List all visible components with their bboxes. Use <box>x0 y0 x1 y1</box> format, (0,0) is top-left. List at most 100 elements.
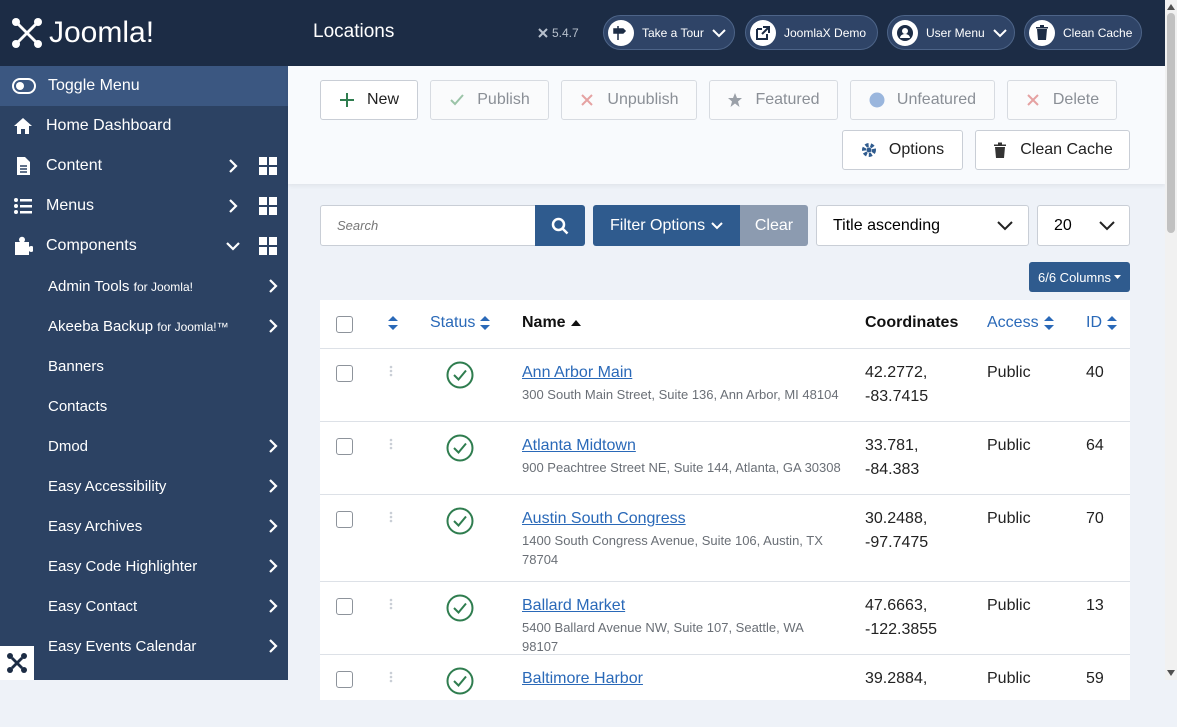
sort-icon <box>1107 316 1117 330</box>
submenu-label: Easy Accessibility <box>48 478 166 495</box>
icon-part <box>389 598 393 602</box>
submenu-item[interactable]: Easy Accessibility <box>0 466 288 506</box>
icon-part <box>389 442 393 446</box>
icon-part <box>259 157 277 175</box>
location-link[interactable]: Austin South Congress <box>522 510 686 527</box>
nav-icon <box>14 198 32 214</box>
ordering-select[interactable]: Title ascending <box>816 205 1029 246</box>
icon-part <box>389 602 393 606</box>
column-header[interactable]: Access <box>987 314 1055 332</box>
drag-handle[interactable] <box>388 511 394 532</box>
search-input[interactable]: Search <box>320 205 536 246</box>
column-header[interactable]: ID <box>1086 314 1118 332</box>
sort-ordering[interactable] <box>387 316 399 335</box>
location-link[interactable]: Baltimore Harbor <box>522 670 643 687</box>
mini-logo[interactable] <box>0 646 34 680</box>
checkbox[interactable] <box>336 598 353 615</box>
status-toggle[interactable] <box>446 434 474 467</box>
icon <box>756 25 770 40</box>
limit-select[interactable]: 20 <box>1037 205 1130 246</box>
submenu-label: Easy Archives <box>48 518 142 535</box>
header-button-label: Take a Tour <box>642 25 704 40</box>
nav-item[interactable]: Components <box>0 226 288 266</box>
icon <box>389 438 393 450</box>
version-text: 5.4.7 <box>552 26 579 40</box>
icon-part <box>992 28 1007 37</box>
icon-part <box>389 519 393 523</box>
header-button[interactable]: Take a Tour <box>603 15 735 50</box>
drag-handle[interactable] <box>388 598 394 619</box>
drag-handle[interactable] <box>388 365 394 386</box>
column-header-label: ID <box>1086 314 1102 331</box>
header-button[interactable]: Clean Cache <box>1024 15 1142 50</box>
checkbox[interactable] <box>336 365 353 382</box>
toolbar-button[interactable]: Options <box>842 130 963 170</box>
nav-item[interactable]: Menus <box>0 186 288 226</box>
drag-handle[interactable] <box>388 438 394 459</box>
column-header[interactable]: Name <box>522 314 582 332</box>
icon-part <box>389 671 393 675</box>
status-toggle[interactable] <box>446 361 474 394</box>
icon-part <box>20 199 32 202</box>
submenu-item[interactable]: Contacts <box>0 386 288 426</box>
icon-part <box>229 159 238 173</box>
drag-handle[interactable] <box>388 671 394 692</box>
icon-part <box>269 519 278 533</box>
icon-part <box>453 369 467 381</box>
icon-part <box>269 237 277 245</box>
filter-options-button[interactable]: Filter Options <box>593 205 740 246</box>
icon-part <box>269 319 278 333</box>
checkbox[interactable] <box>336 438 353 455</box>
icon <box>1027 94 1039 106</box>
submenu-label: Banners <box>48 358 104 375</box>
location-link[interactable]: Ann Arbor Main <box>522 364 633 381</box>
status-toggle[interactable] <box>446 594 474 627</box>
header-button[interactable]: User Menu <box>887 15 1015 50</box>
clear-button[interactable]: Clear <box>740 205 808 246</box>
scrollbar-parts <box>1167 4 1175 676</box>
icon <box>446 361 474 389</box>
coordinates: 30.2488, -97.7475 <box>865 510 929 551</box>
select-arrow <box>1099 221 1115 231</box>
header-button[interactable]: JoomlaX Demo <box>745 15 878 50</box>
logo[interactable]: Joomla! <box>0 0 288 66</box>
submenu-item[interactable]: Easy Contact <box>0 586 288 626</box>
caret <box>1113 275 1121 279</box>
table-row: Ann Arbor Main 300 South Main Street, Sui… <box>320 348 1130 421</box>
icon <box>388 316 398 330</box>
search-button[interactable] <box>535 205 585 246</box>
submenu-item[interactable]: Easy Archives <box>0 506 288 546</box>
toolbar-button[interactable]: Clean Cache <box>975 130 1130 170</box>
icon-part <box>269 197 277 205</box>
submenu-item[interactable]: Akeeba Backup for Joomla!™ <box>0 306 288 346</box>
status-toggle[interactable] <box>446 507 474 540</box>
column-header[interactable]: Status <box>430 314 491 332</box>
location-link[interactable]: Ballard Market <box>522 597 626 614</box>
icon-part <box>994 142 1007 158</box>
nav-label: Menus <box>46 197 95 214</box>
icon-part <box>14 198 18 202</box>
submenu-item[interactable]: Easy Events Calendar <box>0 626 288 666</box>
submenu-item[interactable]: Admin Tools for Joomla! <box>0 266 288 306</box>
icon-part <box>446 667 474 695</box>
submenu-item[interactable]: Banners <box>0 346 288 386</box>
location-link[interactable]: Atlanta Midtown <box>522 437 636 454</box>
submenu-suffix: for Joomla! <box>133 279 193 294</box>
status-toggle[interactable] <box>446 667 474 700</box>
coordinates: 47.6663, -122.3855 <box>865 597 938 638</box>
access: Public <box>987 597 1031 614</box>
nav-item[interactable]: Home Dashboard <box>0 106 288 146</box>
checkbox[interactable] <box>336 316 353 333</box>
toggle-menu[interactable]: Toggle Menu <box>0 66 288 106</box>
column-header-label: Name <box>522 314 566 331</box>
submenu-text: Easy Accessibility <box>48 477 167 495</box>
checkbox[interactable] <box>336 511 353 528</box>
icon <box>446 667 474 695</box>
submenu-item[interactable]: Dmod <box>0 426 288 466</box>
nav-item[interactable]: Content <box>0 146 288 186</box>
submenu-item[interactable]: Easy Code Highlighter <box>0 546 288 586</box>
toolbar-button[interactable]: New <box>320 80 418 120</box>
columns-button[interactable]: 6/6 Columns <box>1029 262 1130 292</box>
header-button-icon <box>608 19 634 46</box>
icon-part <box>259 247 267 255</box>
